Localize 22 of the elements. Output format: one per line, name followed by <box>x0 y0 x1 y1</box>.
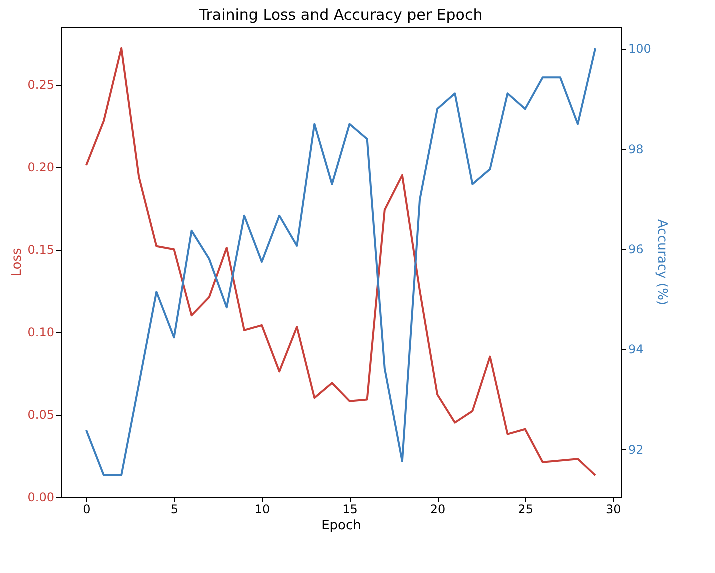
y-tick-label: 0.15 <box>28 243 54 258</box>
x-tick-label: 0 <box>83 502 91 516</box>
x-axis-title: Epoch <box>322 518 362 534</box>
y-tick-label: 0.00 <box>28 490 54 504</box>
y-tick-label: 0.05 <box>28 408 54 422</box>
y2-tick-label: 96 <box>628 242 644 256</box>
y2-tick-label: 100 <box>628 42 652 56</box>
x-tick-label: 20 <box>430 502 446 516</box>
y2-tick-label: 98 <box>628 142 644 156</box>
y-tick-label: 0.25 <box>28 78 54 92</box>
x-tick-label: 10 <box>254 502 270 516</box>
x-tick-label: 5 <box>170 502 179 516</box>
x-tick-label: 25 <box>518 502 534 516</box>
y-axis-title: Loss <box>10 248 25 277</box>
y2-tick-label: 94 <box>628 342 644 357</box>
chart-title: Training Loss and Accuracy per Epoch <box>198 6 483 24</box>
y2-tick-label: 92 <box>628 442 644 457</box>
x-tick-label: 30 <box>606 502 622 516</box>
y-tick-label: 0.20 <box>28 160 54 175</box>
y2-axis-title: Accuracy (%) <box>654 220 670 306</box>
x-tick-label: 15 <box>342 502 358 516</box>
y-tick-label: 0.10 <box>28 326 54 340</box>
